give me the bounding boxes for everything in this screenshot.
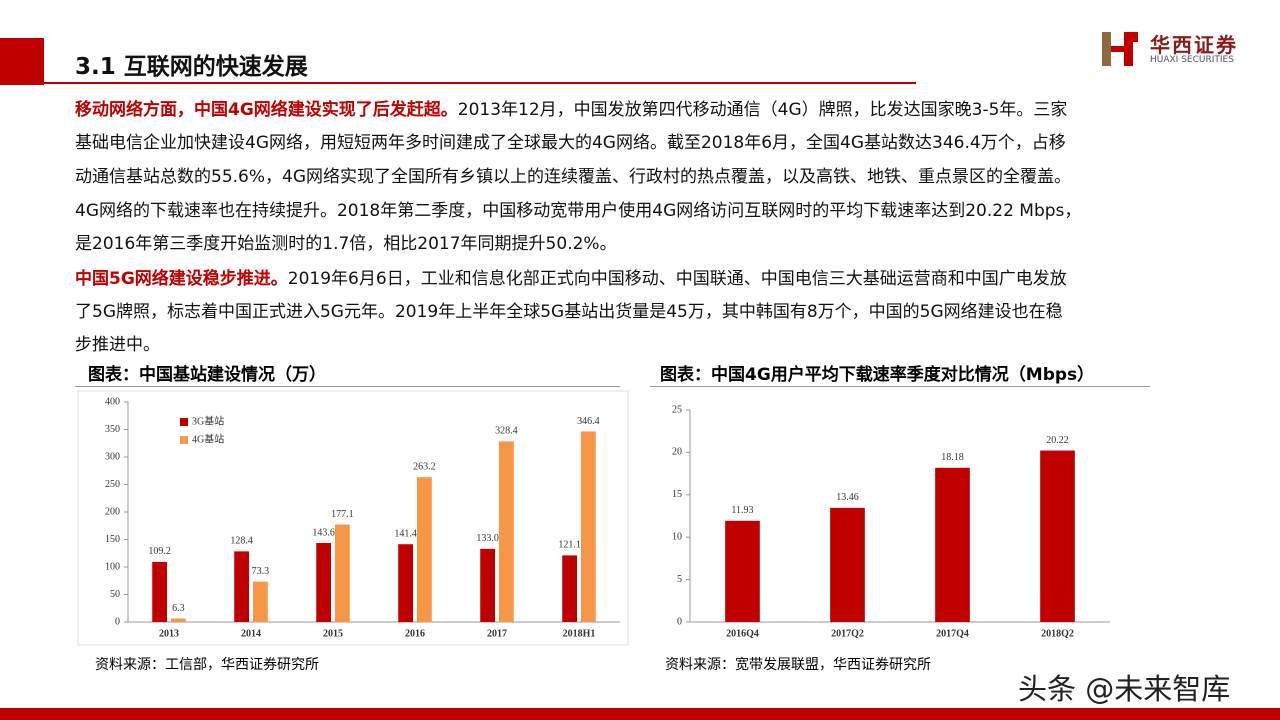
text-line: 是2016年第三季度开始监测时的1.7倍，相比2017年同期提升50.2%。 [75,234,617,254]
x-tick-label: 2017Q4 [936,628,969,639]
legend-label: 3G基站 [192,414,224,427]
x-tick-label: 2017Q2 [831,628,864,639]
bar [398,544,413,622]
text-line: 基础电信企业加快建设4G网络，用短短两年多时间建成了全球最大的4G网络。截至20… [75,133,1066,153]
bar [417,477,432,622]
bar [335,524,350,622]
y-tick-label: 350 [105,424,120,435]
lead-text: 移动网络方面，中国4G网络建设实现了后发赶超。 [75,100,458,120]
y-tick-label: 0 [677,616,682,627]
body-text: 动通信基站总数的55.6%，4G网络实现了全国所有乡镇以上的连续覆盖、行政村的热… [75,167,1071,187]
y-tick-label: 25 [672,404,682,415]
bar [581,431,596,622]
body-text: 基础电信企业加快建设4G网络，用短短两年多时间建成了全球最大的4G网络。截至20… [75,133,1066,153]
bar [152,561,167,622]
value-label: 128.4 [230,536,253,547]
lead-text: 中国5G网络建设稳步推进。 [75,269,288,289]
y-tick-label: 50 [110,589,120,600]
bar [830,507,865,622]
chart-title: 图表：中国基站建设情况（万） [88,365,326,385]
y-tick-label: 250 [105,479,120,490]
y-tick-label: 15 [672,489,682,500]
value-label: 11.93 [731,505,753,516]
y-tick-label: 100 [105,561,120,572]
chart-frame [77,390,629,646]
legend-swatch [180,418,188,426]
logo-sub: HUAXI SECURITIES [1150,55,1234,65]
bar [562,555,577,622]
value-label: 73.3 [252,566,270,577]
footer-band [0,708,1280,720]
body-text: 4G网络的下载速率也在持续提升。2018年第二季度，中国移动宽带用户使用4G网络… [75,201,1082,221]
x-tick-label: 2018Q2 [1041,628,1074,639]
title-underline [75,386,620,387]
y-tick-label: 5 [677,574,682,585]
x-tick-label: 2016 [405,628,425,639]
value-label: 328.4 [495,426,518,437]
value-label: 143.6 [312,527,335,538]
x-tick-label: 2013 [159,628,179,639]
text-line: 中国5G网络建设稳步推进。2019年6月6日，工业和信息化部正式向中国移动、中国… [75,269,1067,289]
text-line: 动通信基站总数的55.6%，4G网络实现了全国所有乡镇以上的连续覆盖、行政村的热… [75,167,1071,187]
bar [935,467,970,622]
x-tick-label: 2017 [487,628,507,639]
text-line: 了5G牌照，标志着中国正式进入5G元年。2019年上半年全球5G基站出货量是45… [75,302,1063,322]
value-label: 177.1 [331,509,354,520]
x-tick-label: 2015 [323,628,343,639]
body-text: 2019年6月6日，工业和信息化部正式向中国移动、中国联通、中国电信三大基础运营… [287,269,1067,289]
watermark: 头条 @未来智库 [1018,672,1231,706]
value-label: 6.3 [172,603,185,614]
value-label: 133.0 [476,533,499,544]
text-line: 移动网络方面，中国4G网络建设实现了后发赶超。2013年12月，中国发放第四代移… [75,100,1067,120]
bar [480,548,495,622]
chart-title: 图表：中国4G用户平均下载速率季度对比情况（Mbps） [660,365,1095,385]
title-rule [44,82,916,84]
value-label: 263.2 [413,462,436,473]
bar [171,618,186,622]
legend-label: 4G基站 [192,432,224,445]
legend-swatch [180,436,188,444]
body-text: 步推进中。 [75,335,160,355]
text-line: 步推进中。 [75,335,160,355]
bar [316,543,331,622]
bar [725,520,760,622]
value-label: 346.4 [577,416,600,427]
text-line: 4G网络的下载速率也在持续提升。2018年第二季度，中国移动宽带用户使用4G网络… [75,201,1081,221]
value-label: 18.18 [941,452,964,463]
bar [1040,450,1075,622]
value-label: 109.2 [148,546,171,557]
y-tick-label: 20 [672,447,682,458]
title-marker [0,38,44,85]
source-note: 资料来源：宽带发展联盟，华西证券研究所 [665,657,931,673]
bar [234,551,249,622]
x-tick-label: 2014 [241,628,261,639]
slide-title: 3.1 互联网的快速发展 [75,54,308,80]
y-tick-label: 300 [105,451,120,462]
value-label: 20.22 [1046,435,1069,446]
y-tick-label: 400 [105,396,120,407]
bar [499,441,514,622]
source-note: 资料来源：工信部，华西证券研究所 [95,657,319,673]
body-text: 2013年12月，中国发放第四代移动通信（4G）牌照，比发达国家晚3-5年。三家 [457,100,1068,120]
logo-name: 华西证券 [1150,33,1238,57]
y-tick-label: 200 [105,506,120,517]
logo-icon [1102,32,1138,66]
value-label: 121.1 [558,540,581,551]
body-text: 是2016年第三季度开始监测时的1.7倍，相比2017年同期提升50.2%。 [75,234,617,254]
y-tick-label: 10 [672,531,682,542]
x-tick-label: 2018H1 [563,628,596,639]
x-tick-label: 2016Q4 [726,628,759,639]
title-underline [650,386,1150,387]
y-tick-label: 150 [105,534,120,545]
body-text: 了5G牌照，标志着中国正式进入5G元年。2019年上半年全球5G基站出货量是45… [75,302,1063,322]
value-label: 13.46 [836,492,859,503]
y-tick-label: 0 [115,616,120,627]
bar [253,581,268,622]
value-label: 141.4 [394,529,417,540]
